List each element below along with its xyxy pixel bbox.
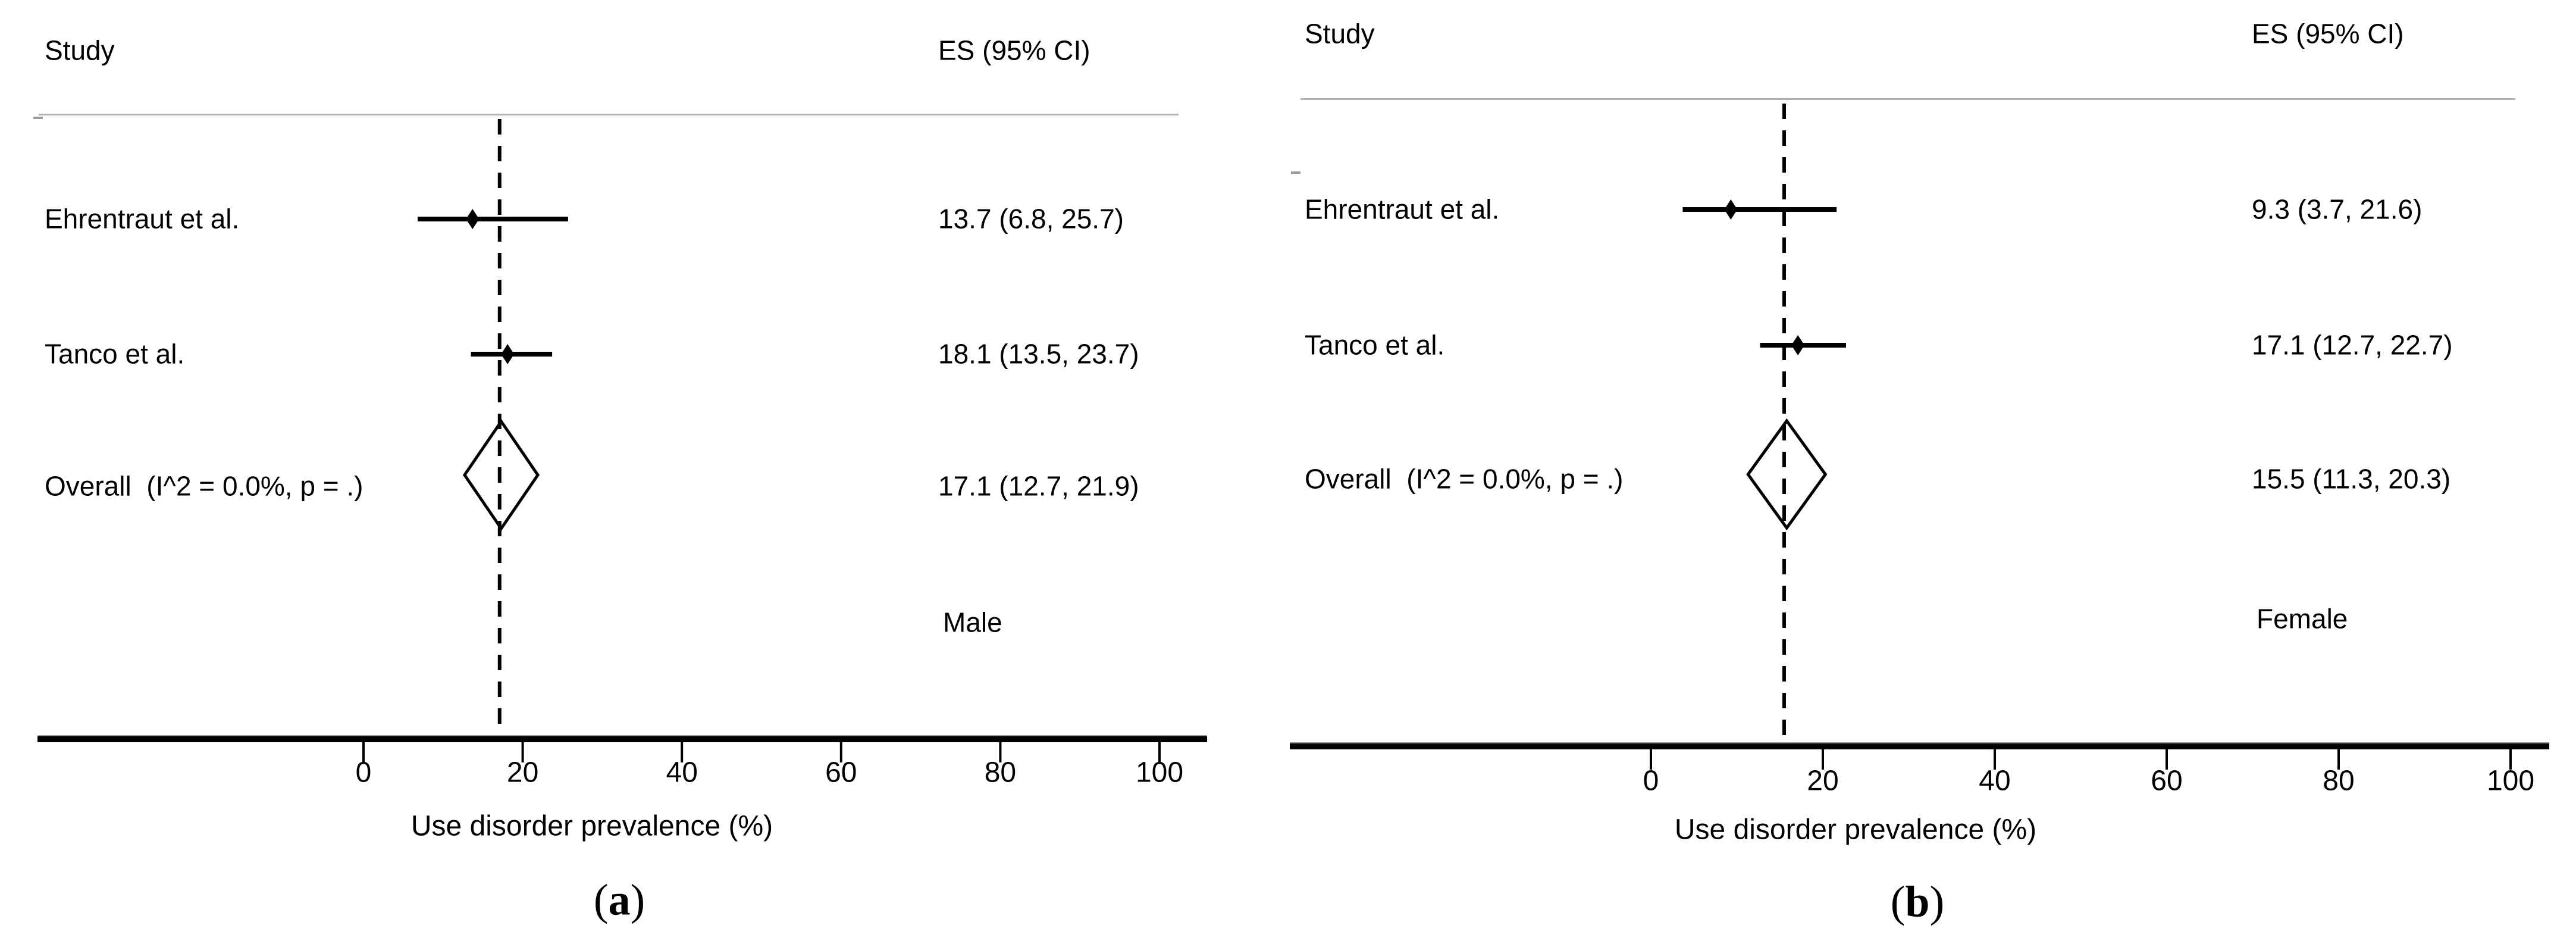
caption-paren-close: )	[1929, 877, 1945, 927]
x-axis-tick-mark	[1158, 742, 1161, 762]
study-label: Tanco et al.	[1305, 329, 1445, 361]
x-tick-label: 100	[2486, 765, 2535, 797]
study-label: Ehrentraut et al.	[45, 203, 240, 235]
header-separator-line	[1300, 98, 2515, 100]
es-ci-value: 9.3 (3.7, 21.6)	[2252, 193, 2423, 225]
point-estimate-marker	[1791, 335, 1805, 355]
study-label: Ehrentraut et al.	[1305, 193, 1500, 225]
x-tick-label: 0	[355, 757, 372, 789]
caption-paren-open: (	[1890, 877, 1906, 927]
x-axis-title: Use disorder prevalence (%)	[410, 810, 773, 842]
x-axis-tick-mark	[2509, 749, 2512, 770]
overall-es-ci-value: 17.1 (12.7, 21.9)	[938, 470, 1139, 502]
x-axis-tick-mark	[1822, 749, 1824, 770]
x-axis-tick-mark	[2166, 749, 2168, 770]
x-axis-line	[37, 736, 1207, 742]
x-tick-label: 60	[2151, 765, 2183, 797]
column-header-study: Study	[1305, 18, 1375, 49]
point-estimate-marker	[466, 209, 480, 229]
overall-label: Overall (I^2 = 0.0%, p = .)	[45, 470, 363, 502]
x-axis-top-hairline	[37, 735, 1207, 736]
x-axis-title: Use disorder prevalence (%)	[1674, 814, 2037, 846]
column-header-study: Study	[45, 35, 115, 66]
header-separator-line	[39, 114, 1179, 115]
x-tick-label: 20	[1807, 765, 1839, 797]
es-ci-value: 13.7 (6.8, 25.7)	[938, 203, 1124, 235]
es-ci-value: 18.1 (13.5, 23.7)	[938, 338, 1139, 370]
caption-letter: a	[608, 876, 631, 925]
plot-edge-tick	[1291, 171, 1300, 174]
column-header-es: ES (95% CI)	[938, 35, 1090, 66]
caption-letter: b	[1905, 877, 1930, 927]
x-tick-label: 0	[1643, 765, 1659, 797]
x-axis-top-hairline	[1290, 742, 2549, 743]
caption-paren-close: )	[630, 876, 645, 925]
group-label: Male	[943, 607, 1002, 638]
x-tick-label: 40	[666, 757, 698, 789]
group-label: Female	[2257, 603, 2348, 634]
plot-edge-tick	[33, 117, 43, 119]
panel-caption: (a)	[594, 876, 645, 926]
x-axis-tick-mark	[681, 742, 684, 762]
x-tick-label: 40	[1979, 765, 2011, 797]
overall-diamond	[462, 418, 540, 532]
x-axis-tick-mark	[2337, 749, 2340, 770]
panel-caption: (b)	[1891, 877, 1944, 928]
x-tick-label: 100	[1135, 757, 1184, 789]
overall-diamond	[1746, 418, 1828, 531]
x-axis-tick-mark	[839, 742, 842, 762]
column-header-es: ES (95% CI)	[2252, 18, 2404, 49]
overall-label: Overall (I^2 = 0.0%, p = .)	[1305, 463, 1624, 495]
x-axis-tick-mark	[1994, 749, 1996, 770]
overall-es-ci-value: 15.5 (11.3, 20.3)	[2252, 463, 2451, 495]
x-axis-tick-mark	[999, 742, 1002, 762]
study-label: Tanco et al.	[45, 338, 185, 370]
x-axis-tick-mark	[362, 742, 365, 762]
x-axis-tick-mark	[521, 742, 524, 762]
x-tick-label: 60	[825, 757, 857, 789]
x-tick-label: 20	[506, 757, 539, 789]
x-axis-line	[1290, 743, 2549, 749]
x-tick-label: 80	[2323, 765, 2355, 797]
es-ci-value: 17.1 (12.7, 22.7)	[2252, 329, 2453, 361]
x-axis-tick-mark	[1650, 749, 1652, 770]
x-tick-label: 80	[984, 757, 1017, 789]
point-estimate-marker	[1724, 199, 1738, 220]
caption-paren-open: (	[593, 876, 609, 925]
point-estimate-marker	[501, 344, 515, 364]
